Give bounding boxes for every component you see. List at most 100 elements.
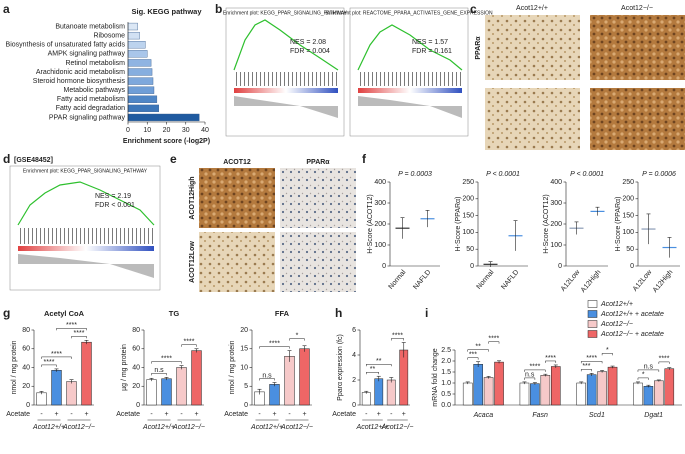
y-tick-label: 200 <box>462 196 474 203</box>
micrograph <box>199 232 275 292</box>
bar <box>191 350 202 406</box>
gsea-title: Enrichment plot: KEGG_PPAR_SIGNALING_PAT… <box>23 168 148 174</box>
significance-label: **** <box>659 356 670 363</box>
significance-bracket <box>488 341 500 344</box>
significance-bracket <box>637 377 649 380</box>
bar <box>127 95 158 103</box>
y-tick-label: 20 <box>240 327 248 334</box>
significance-label: **** <box>269 340 280 347</box>
bar <box>299 348 310 406</box>
panel-label: g <box>3 306 10 320</box>
significance-label: * <box>296 332 299 339</box>
x-tick-label: Dgat1 <box>644 412 663 419</box>
p-value-label: P = 0.0006 <box>642 171 676 178</box>
panel-label: a <box>3 2 10 16</box>
micrograph <box>280 168 356 228</box>
significance-bracket <box>637 369 660 372</box>
bar <box>176 367 187 406</box>
row-label: ACOT12High <box>189 176 196 219</box>
bar <box>576 382 587 406</box>
x-tick-label: + <box>402 411 406 418</box>
y-tick-label: 100 <box>622 229 634 236</box>
micrograph <box>485 15 580 80</box>
micrograph <box>280 232 356 292</box>
significance-bracket <box>524 377 536 380</box>
y-tick-label: 40 <box>22 364 30 371</box>
legend-swatch <box>587 330 598 338</box>
bar <box>633 382 643 406</box>
y-tick-label: 20 <box>22 383 30 390</box>
p-value-label: P < 0.0001 <box>570 171 604 178</box>
x-tick-label: - <box>180 411 183 418</box>
bar <box>51 370 62 406</box>
significance-bracket <box>658 361 670 364</box>
bar <box>127 104 159 113</box>
significance-bracket <box>151 373 167 376</box>
y-tick-label: 15 <box>240 346 248 353</box>
legend-swatch <box>587 320 598 328</box>
y-axis-label: H-Score (ACOT12) <box>367 194 374 254</box>
row-label: ACOT12Low <box>189 241 196 283</box>
nes-label: NES = 1.57 <box>412 39 448 46</box>
bar <box>483 377 494 406</box>
y-tick-label: 150 <box>622 212 634 219</box>
x-tick-label: - <box>40 411 43 418</box>
category-label: PPAR signaling pathway <box>49 114 126 121</box>
y-tick-label: 200 <box>374 221 386 228</box>
x-tick-label: - <box>150 411 153 418</box>
group-label: Acot12+/+ <box>142 424 175 431</box>
panel-label: c <box>470 2 477 16</box>
x-tick-label: A12High <box>652 269 675 294</box>
category-label: Metabolic pathways <box>64 87 126 94</box>
y-axis-label: nmol / mg protein <box>229 340 236 394</box>
y-tick-label: 250 <box>622 179 634 186</box>
column-label: Acot12−/− <box>621 5 653 12</box>
significance-label: **** <box>586 355 597 362</box>
panel-label: f <box>362 152 367 166</box>
y-tick-label: 100 <box>550 242 562 249</box>
panel-label: d <box>3 152 10 166</box>
y-tick-label: 1.0 <box>441 380 451 387</box>
significance-label: **** <box>529 364 540 371</box>
y-tick-label: 5 <box>244 383 248 390</box>
y-tick-label: 200 <box>550 221 562 228</box>
y-axis-label: nmol / mg protein <box>11 340 18 394</box>
bar <box>473 364 483 406</box>
category-label: Steroid hormone biosynthesis <box>33 78 126 85</box>
x-tick-label: + <box>302 411 306 418</box>
x-tick-label: + <box>272 411 276 418</box>
legend-label: Acot12+/+ <box>600 301 633 308</box>
group-label: Acot12−/− <box>172 424 205 431</box>
significance-label: ** <box>475 344 481 351</box>
significance-label: **** <box>161 355 172 362</box>
y-axis-label: H-Score (ACOT12) <box>543 194 550 254</box>
y-tick-label: 300 <box>550 200 562 207</box>
y-tick-label: 50 <box>466 246 474 253</box>
y-tick-label: 2.0 <box>441 358 451 365</box>
significance-label: **** <box>66 322 77 329</box>
x-tick-label: + <box>84 411 88 418</box>
significance-bracket <box>545 360 557 363</box>
bar <box>586 374 597 406</box>
dataset-label: [GSE48452] <box>14 157 53 164</box>
bar <box>66 381 77 406</box>
significance-label: * <box>606 347 609 354</box>
x-tick-label: NAFLD <box>412 269 432 291</box>
nes-label: NES = 2.19 <box>95 193 131 200</box>
column-label: ACOT12 <box>223 159 251 166</box>
x-tick-label: - <box>70 411 73 418</box>
y-tick-label: 0 <box>382 263 386 270</box>
group-label: Acot12+/+ <box>250 424 283 431</box>
y-tick-label: 100 <box>374 242 386 249</box>
x-axis-label: Acetate <box>332 411 356 418</box>
micrograph <box>485 88 580 150</box>
x-axis-label: Acetate <box>116 411 140 418</box>
bar <box>127 68 153 76</box>
significance-label: **** <box>488 336 499 343</box>
x-tick-label: 20 <box>163 127 171 134</box>
y-tick-label: 80 <box>132 327 140 334</box>
category-label: Ribosome <box>93 32 125 39</box>
bar <box>494 361 504 406</box>
column-label: PPARα <box>306 159 330 166</box>
y-tick-label: 400 <box>550 179 562 186</box>
